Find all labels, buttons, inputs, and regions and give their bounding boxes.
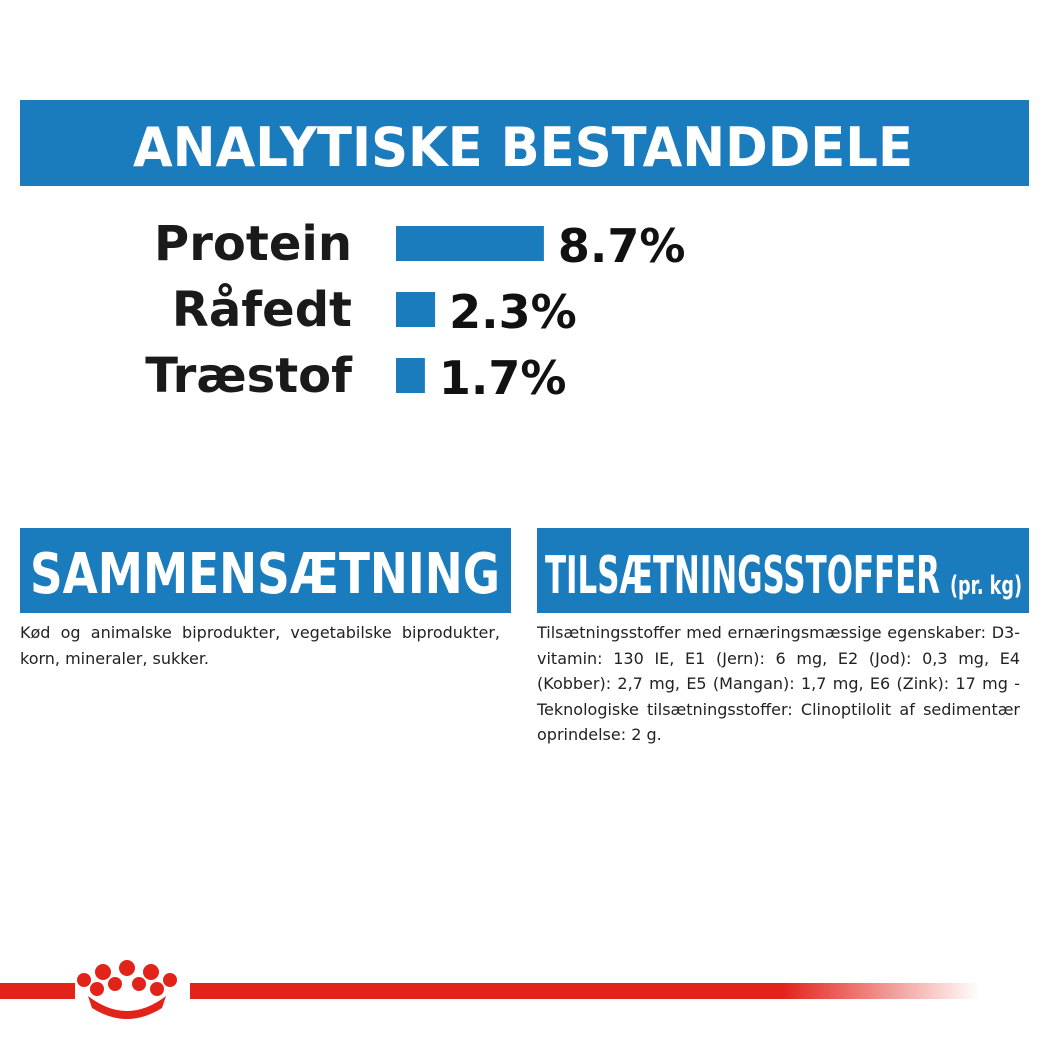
category-label: Træstof [145,348,353,404]
value-label: 2.3% [449,285,577,339]
value-label: 8.7% [558,219,686,273]
bar [396,226,544,261]
section-text: Kød og animalske biprodukter, vegetabils… [20,623,500,668]
chart-title: ANALYTISKE BESTANDDELE [133,116,913,179]
logo [0,960,980,1019]
category-label: Råfedt [172,282,352,338]
category-label: Protein [154,216,352,272]
section-banner [537,528,1029,613]
section-banner [20,528,511,613]
section-title: TILSÆTNINGSSTOFFER [545,546,940,606]
section-title: SAMMENSÆTNING [30,542,500,607]
bar [396,292,436,327]
section-text: Tilsætningsstoffer med ernæringsmæssige … [537,623,1020,744]
section-suffix: (pr. kg) [950,571,1022,601]
bar [396,358,425,393]
title-banner [20,100,1029,186]
value-label: 1.7% [439,351,567,405]
